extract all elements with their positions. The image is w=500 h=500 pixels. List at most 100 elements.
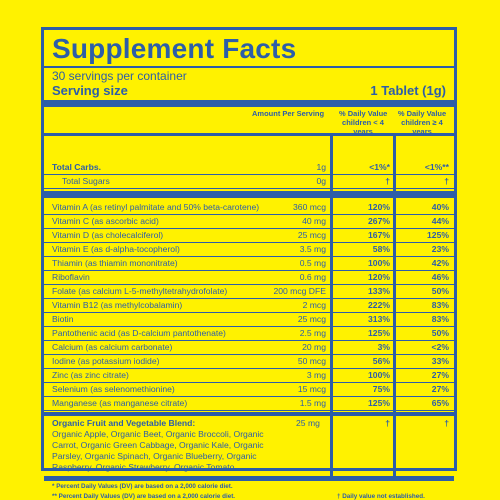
- supplement-facts-panel: Supplement Facts 30 servings per contain…: [41, 27, 457, 500]
- serving-size-label: Serving size: [52, 83, 128, 98]
- nutrient-dv-adult: †: [444, 176, 449, 186]
- nutrient-name: Folate (as calcium L-5-methyltetrahydrof…: [52, 286, 228, 296]
- nutrient-dv-adult: 27%: [431, 384, 449, 394]
- nutrient-amount: 2.5 mg: [299, 328, 326, 338]
- blend-dv-adult: †: [444, 418, 449, 428]
- footer-divider: [44, 476, 454, 481]
- footnote-dv-adult: ** Percent Daily Values (DV) are based o…: [52, 493, 236, 500]
- nutrient-amount: 15 mcg: [297, 384, 326, 394]
- nutrient-dv-adult: 42%: [431, 258, 449, 268]
- dv-adult-line3: years: [412, 127, 432, 136]
- blend-title: Organic Fruit and Vegetable Blend:: [52, 418, 196, 428]
- nutrient-row: Vitamin A (as retinyl palmitate and 50% …: [44, 201, 454, 215]
- nutrient-row: Thiamin (as thiamin mononitrate) 0.5 mg 10…: [44, 257, 454, 271]
- nutrient-row: Biotin 25 mcg 313% 83%: [44, 313, 454, 327]
- nutrient-name: Riboflavin: [52, 272, 90, 282]
- nutrient-dv-child: 222%: [368, 300, 390, 310]
- label-title: Supplement Facts: [52, 33, 297, 64]
- nutrient-name: Biotin: [52, 314, 74, 324]
- nutrient-dv-child: 3%: [377, 342, 390, 352]
- nutrient-amount: 200 mcg DFE: [273, 286, 326, 296]
- nutrient-amount: 20 mg: [302, 342, 326, 352]
- nutrient-dv-adult: 27%: [431, 370, 449, 380]
- dv-adult-column-divider: [393, 136, 396, 476]
- nutrient-name: Vitamin B12 (as methylcobalamin): [52, 300, 183, 310]
- nutrient-amount: 3.5 mg: [299, 244, 326, 254]
- nutrient-dv-child: 56%: [372, 356, 390, 366]
- nutrient-dv-child: 58%: [372, 244, 390, 254]
- serving-size-value: 1 Tablet (1g): [370, 83, 446, 98]
- nutrient-name: Thiamin (as thiamin mononitrate): [52, 258, 178, 268]
- nutrient-amount: 360 mcg: [293, 202, 326, 212]
- nutrient-name: Total Sugars: [62, 176, 110, 186]
- amount-per-serving-header: Amount Per Serving: [252, 109, 325, 118]
- nutrient-row: Calcium (as calcium carbonate) 20 mg 3% <2%: [44, 341, 454, 355]
- nutrient-dv-child: 100%: [368, 258, 390, 268]
- dv-children-under-4-header: % Daily Value children < 4 years: [339, 109, 387, 136]
- nutrient-row: Zinc (as zinc citrate) 3 mg 100% 27%: [44, 369, 454, 383]
- sugars-divider: [44, 191, 454, 198]
- nutrient-row: Riboflavin 0.6 mg 120% 46%: [44, 271, 454, 285]
- nutrient-amount: 25 mcg: [297, 314, 326, 324]
- nutrient-row: Vitamin D (as cholecalciferol) 25 mcg 167%…: [44, 229, 454, 243]
- nutrient-row: Vitamin C (as ascorbic acid) 40 mg 267% 44%: [44, 215, 454, 229]
- nutrient-row: Vitamin E (as d-alpha-tocopherol) 3.5 mg 5…: [44, 243, 454, 257]
- nutrient-row: Folate (as calcium L-5-methyltetrahydrof…: [44, 285, 454, 299]
- blend-ingredients: Organic Apple, Organic Beet, Organic Bro…: [52, 429, 264, 472]
- nutrient-amount: 50 mcg: [297, 356, 326, 366]
- nutrient-amount: 1.5 mg: [299, 398, 326, 408]
- dv-child-line3: years: [353, 127, 373, 136]
- nutrient-dv-adult: 50%: [431, 328, 449, 338]
- nutrient-dv-adult: 33%: [431, 356, 449, 366]
- nutrient-dv-child: 125%: [368, 398, 390, 408]
- nutrient-dv-child: 100%: [368, 370, 390, 380]
- nutrient-name: Iodine (as potassium iodide): [52, 356, 160, 366]
- nutrient-name: Pantothenic acid (as D-calcium pantothen…: [52, 328, 226, 338]
- thick-divider: [44, 100, 454, 107]
- dv-adult-line2: children ≥ 4: [401, 118, 443, 127]
- dv-children-4-plus-header: % Daily Value children ≥ 4 years: [396, 109, 448, 136]
- servings-per-container: 30 servings per container: [52, 69, 187, 83]
- nutrient-dv-adult: 46%: [431, 272, 449, 282]
- header-divider: [44, 133, 454, 136]
- footnote-dagger: † Daily value not established.: [337, 493, 425, 500]
- nutrient-dv-child: <1%*: [369, 162, 390, 172]
- nutrient-dv-adult: 83%: [431, 300, 449, 310]
- nutrient-name: Total Carbs.: [52, 162, 102, 172]
- nutrient-dv-child: 313%: [368, 314, 390, 324]
- nutrient-dv-child: 133%: [368, 286, 390, 296]
- nutrient-name: Vitamin E (as d-alpha-tocopherol): [52, 244, 180, 254]
- nutrient-name: Vitamin D (as cholecalciferol): [52, 230, 164, 240]
- nutrient-dv-adult: <1%**: [424, 162, 449, 172]
- nutrient-amount: 25 mcg: [297, 230, 326, 240]
- dv-adult-line1: % Daily Value: [397, 109, 447, 118]
- nutrient-row: Selenium (as selenomethionine) 15 mcg 75% 2…: [44, 383, 454, 397]
- nutrient-name: Calcium (as calcium carbonate): [52, 342, 173, 352]
- blend-amount: 25 mg: [296, 418, 320, 428]
- nutrient-row: Iodine (as potassium iodide) 50 mcg 56% 33%: [44, 355, 454, 369]
- nutrient-row: Total Carbs. 1g <1%* <1%**: [44, 161, 454, 175]
- nutrient-name: Vitamin A (as retinyl palmitate and 50% …: [52, 202, 260, 212]
- nutrient-amount: 0.5 mg: [299, 258, 326, 268]
- nutrient-dv-child: †: [385, 176, 390, 186]
- nutrient-dv-adult: 125%: [427, 230, 449, 240]
- nutrient-amount: 1g: [316, 162, 326, 172]
- nutrient-dv-child: 125%: [368, 328, 390, 338]
- nutrient-name: Manganese (as manganese citrate): [52, 398, 188, 408]
- nutrient-amount: 0g: [316, 176, 326, 186]
- nutrient-dv-adult: 65%: [431, 398, 449, 408]
- nutrient-dv-child: 120%: [368, 202, 390, 212]
- nutrient-name: Selenium (as selenomethionine): [52, 384, 175, 394]
- footnote-dv-child: * Percent Daily Values (DV) are based on…: [52, 483, 233, 490]
- nutrient-dv-adult: 50%: [431, 286, 449, 296]
- nutrient-row: Manganese (as manganese citrate) 1.5 mg 12…: [44, 397, 454, 411]
- nutrient-dv-adult: <2%: [431, 342, 449, 352]
- nutrient-dv-adult: 23%: [431, 244, 449, 254]
- nutrient-dv-child: 267%: [368, 216, 390, 226]
- nutrient-amount: 0.6 mg: [299, 272, 326, 282]
- nutrient-dv-child: 75%: [372, 384, 390, 394]
- dv-child-line1: % Daily Value: [339, 109, 388, 118]
- nutrient-name: Zinc (as zinc citrate): [52, 370, 129, 380]
- nutrient-name: Vitamin C (as ascorbic acid): [52, 216, 159, 226]
- blend-dv-child: †: [385, 418, 390, 428]
